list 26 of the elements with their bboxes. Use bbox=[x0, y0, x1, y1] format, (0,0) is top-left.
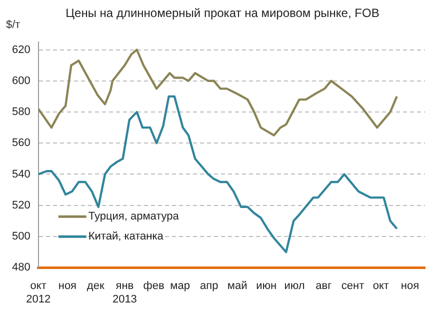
x-tick-label: дек bbox=[86, 280, 104, 292]
x-tick-label: янв 2013 bbox=[112, 280, 137, 306]
y-tick-label: 520 bbox=[12, 199, 30, 212]
x-tick-label: июл bbox=[284, 280, 305, 292]
legend-label: Турция, арматура bbox=[88, 210, 180, 223]
y-tick-label: 480 bbox=[12, 262, 30, 274]
y-tick-label: 600 bbox=[12, 74, 30, 87]
legend-label: Китай, катанка bbox=[88, 230, 164, 243]
y-tick-label: 540 bbox=[12, 168, 30, 180]
x-tick-label: апр bbox=[200, 280, 218, 292]
x-tick-label: май bbox=[227, 280, 248, 292]
x-tick-label: ноя bbox=[400, 280, 420, 292]
y-tick-label: 620 bbox=[12, 44, 30, 56]
x-tick-label: авг bbox=[316, 280, 332, 292]
x-tick-label: сент bbox=[341, 280, 364, 292]
x-tick-label: июн bbox=[256, 280, 277, 292]
y-tick-label: 580 bbox=[12, 106, 30, 118]
chart-title: Цены на длинномерный прокат на мировом рынке, FOB bbox=[64, 6, 380, 20]
y-tick-label: 500 bbox=[12, 230, 30, 243]
x-tick-label: окт 2012 bbox=[26, 280, 51, 306]
x-tick-label: ноя bbox=[58, 280, 77, 292]
x-tick-label: окт bbox=[372, 280, 389, 292]
y-axis-title: $/т bbox=[6, 19, 20, 31]
x-tick-label: мар bbox=[170, 280, 190, 292]
y-tick-label: 560 bbox=[12, 137, 30, 150]
x-tick-label: фев bbox=[143, 280, 164, 292]
